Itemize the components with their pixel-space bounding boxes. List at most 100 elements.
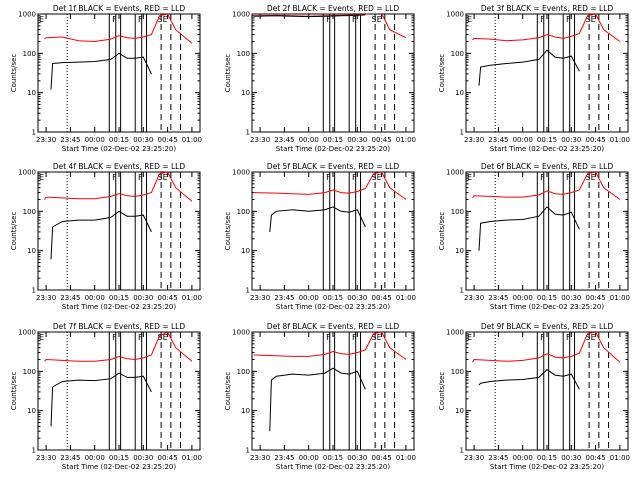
plot-frame: [37, 331, 201, 451]
events-series-line: [478, 206, 580, 251]
marker-label: SE: [158, 15, 168, 24]
y-tick-label: 1: [246, 447, 250, 455]
x-tick-label: 00:00: [513, 136, 533, 144]
y-tick-label: 1000: [232, 11, 250, 19]
y-axis-label: Counts/sec: [224, 212, 232, 251]
y-tick-label: 1: [460, 129, 464, 137]
x-tick-label: 23:45: [60, 454, 80, 462]
x-tick-label: 23:45: [488, 454, 508, 462]
marker-label: F: [112, 333, 117, 342]
marker-label: F: [566, 15, 571, 24]
chart-title: Det 9f BLACK = Events, RED = LLD: [481, 322, 614, 331]
x-tick-label: 23:45: [274, 454, 294, 462]
x-tick-label: 00:30: [133, 454, 153, 462]
x-tick-label: 00:00: [85, 136, 105, 144]
x-tick-label: 00:00: [513, 294, 533, 302]
x-tick-label: 00:30: [347, 454, 367, 462]
y-tick-label: 100: [451, 50, 464, 58]
y-tick-label: 10: [27, 407, 36, 415]
x-tick-label: 00:15: [109, 294, 129, 302]
marker-label: E: [467, 173, 472, 182]
x-axis-label: Start Time (02-Dec-02 23:25:20): [62, 303, 176, 311]
x-tick-label: 00:30: [561, 454, 581, 462]
marker-label: F: [566, 173, 571, 182]
x-axis-label: Start Time (02-Dec-02 23:25:20): [490, 145, 604, 153]
marker-lines: [66, 332, 182, 450]
x-tick-label: 23:45: [60, 294, 80, 302]
chart-title: Det 6f BLACK = Events, RED = LLD: [481, 162, 614, 171]
marker-label: F: [326, 333, 331, 342]
marker-label: SE: [586, 333, 596, 342]
x-tick-label: 00:30: [133, 136, 153, 144]
marker-lines: [66, 14, 182, 132]
x-tick-label: 00:30: [561, 136, 581, 144]
x-tick-label: 00:00: [85, 294, 105, 302]
lld-series-line: [44, 172, 193, 202]
y-axis-label: Counts/sec: [10, 372, 18, 411]
marker-label: F: [566, 333, 571, 342]
marker-lines: [494, 332, 610, 450]
y-tick-label: 100: [23, 50, 36, 58]
marker-lines: [322, 14, 396, 132]
x-axis-label: Start Time (02-Dec-02 23:25:20): [62, 145, 176, 153]
plot-frame: [465, 171, 629, 291]
x-tick-label: 01:00: [396, 136, 416, 144]
y-tick-label: 10: [27, 247, 36, 255]
chart-title: Det 8f BLACK = Events, RED = LLD: [267, 322, 400, 331]
x-tick-label: 00:15: [109, 136, 129, 144]
marker-label: F: [540, 15, 545, 24]
marker-label: F: [138, 173, 143, 182]
marker-label: F: [326, 173, 331, 182]
x-tick-label: 00:45: [372, 136, 392, 144]
marker-lines: [494, 14, 610, 132]
marker-label: SE: [586, 173, 596, 182]
x-tick-label: 00:15: [537, 454, 557, 462]
events-series-line: [50, 372, 152, 427]
y-axis-label: Counts/sec: [438, 54, 446, 93]
x-tick-label: 01:00: [182, 136, 202, 144]
x-tick-label: 00:45: [158, 454, 178, 462]
panel-det-5: Det 5f BLACK = Events, RED = LLD 1 10 100 10…: [224, 162, 416, 311]
x-tick-label: 00:15: [537, 294, 557, 302]
chart-title: Det 4f BLACK = Events, RED = LLD: [53, 162, 186, 171]
x-tick-label: 00:15: [537, 136, 557, 144]
x-tick-label: 23:30: [464, 136, 484, 144]
marker-lines: [494, 172, 610, 290]
x-tick-label: 23:30: [250, 136, 270, 144]
y-tick-label: 1: [246, 129, 250, 137]
y-tick-label: 1: [246, 287, 250, 295]
panel-det-2: Det 2f BLACK = Events, RED = LLD 1 10 100 10…: [224, 4, 416, 153]
x-tick-label: 00:15: [323, 294, 343, 302]
y-tick-label: 10: [455, 247, 464, 255]
y-axis-label: Counts/sec: [438, 212, 446, 251]
marker-label: F: [112, 173, 117, 182]
x-tick-label: 00:45: [372, 454, 392, 462]
lld-series-line: [472, 332, 621, 363]
x-tick-label: 00:00: [299, 294, 319, 302]
marker-lines: [322, 172, 396, 290]
x-tick-label: 00:15: [109, 454, 129, 462]
marker-label: E: [39, 15, 44, 24]
panel-det-4: Det 4f BLACK = Events, RED = LLD 1 10 100 10…: [10, 162, 202, 311]
x-tick-label: 00:45: [158, 136, 178, 144]
x-tick-label: 00:00: [299, 454, 319, 462]
chart-title: Det 7f BLACK = Events, RED = LLD: [53, 322, 186, 331]
y-tick-label: 100: [237, 50, 250, 58]
x-tick-label: 01:00: [396, 294, 416, 302]
marker-label: F: [540, 333, 545, 342]
x-tick-label: 23:30: [250, 454, 270, 462]
marker-label: SE: [372, 173, 382, 182]
y-tick-label: 10: [455, 407, 464, 415]
marker-label: SE: [158, 333, 168, 342]
y-tick-label: 100: [451, 208, 464, 216]
x-tick-label: 23:45: [274, 294, 294, 302]
x-tick-label: 23:45: [488, 294, 508, 302]
y-tick-label: 10: [241, 89, 250, 97]
marker-label: SE: [586, 15, 596, 24]
lld-series-line: [472, 172, 621, 200]
marker-label: E: [467, 333, 472, 342]
plot-frame: [251, 331, 415, 451]
x-tick-label: 23:30: [36, 454, 56, 462]
events-series-line: [50, 52, 152, 90]
